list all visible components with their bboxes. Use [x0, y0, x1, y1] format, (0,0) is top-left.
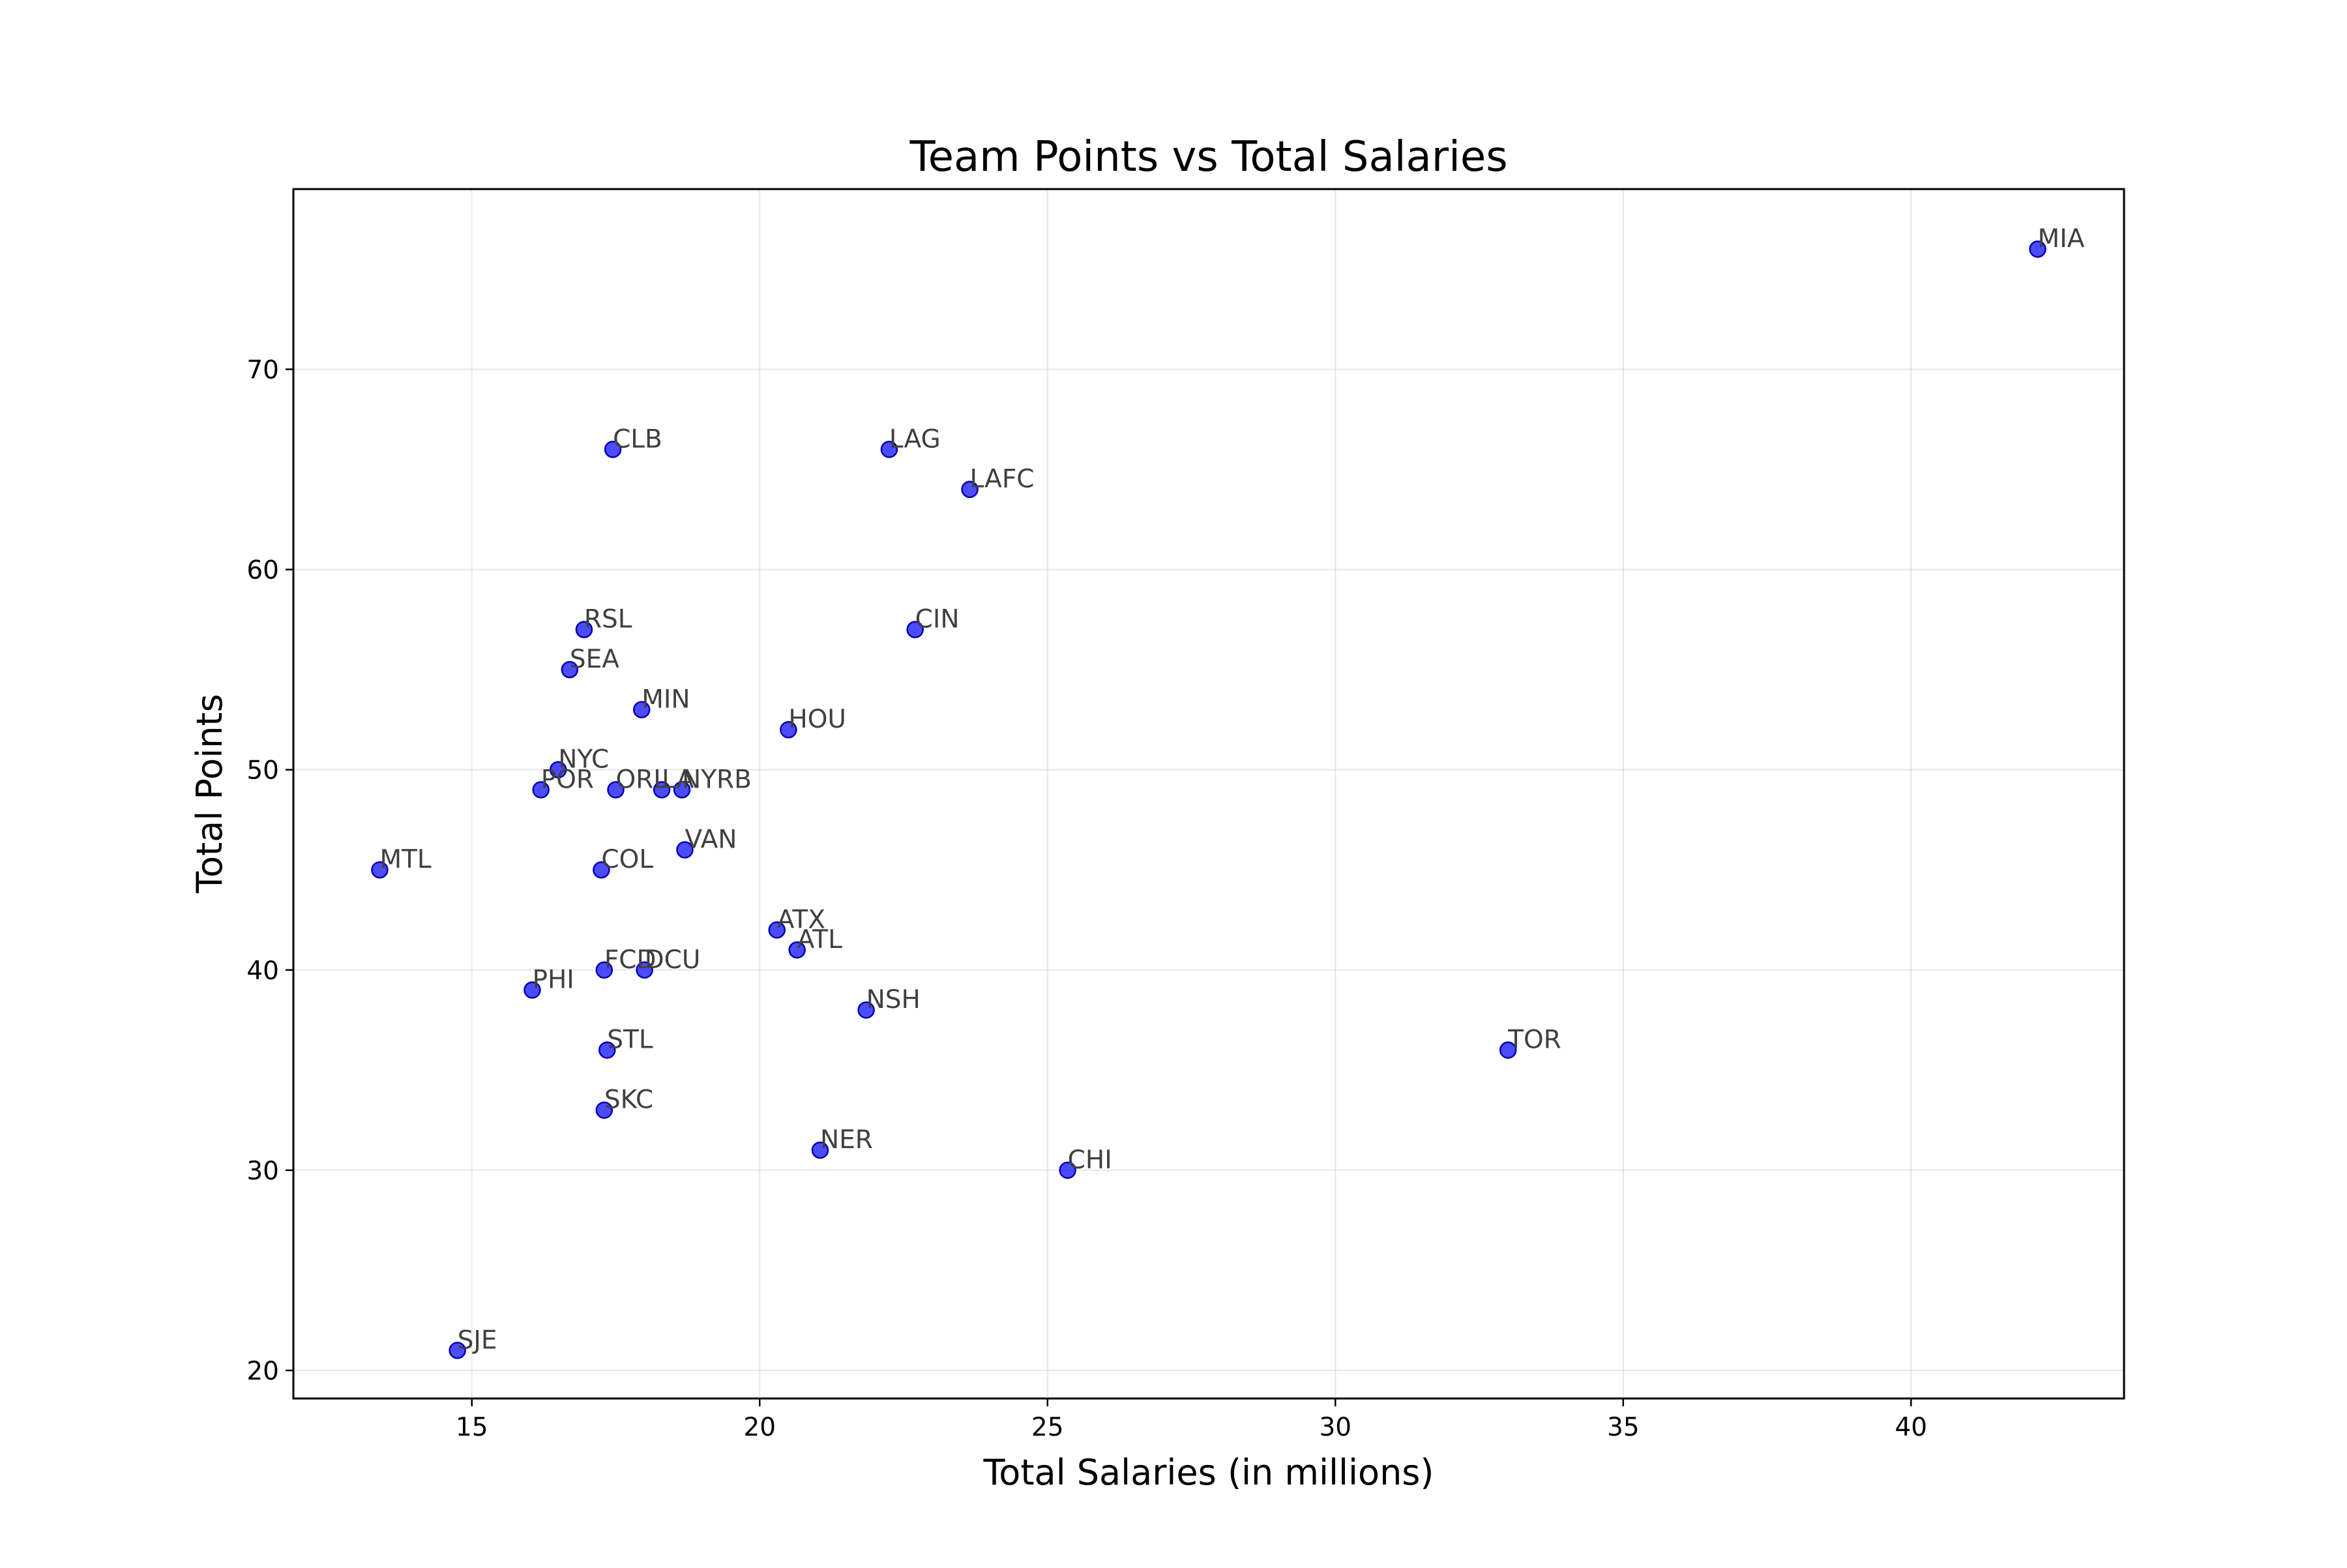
x-tick-label: 40	[1895, 1413, 1927, 1442]
point-label: SEA	[570, 645, 619, 674]
scatter-point	[788, 941, 806, 959]
point-label: HOU	[788, 705, 846, 734]
scatter-point	[653, 781, 671, 799]
point-label: LA	[662, 765, 694, 794]
y-tick-label: 60	[246, 556, 279, 585]
point-label: NYRB	[682, 765, 752, 794]
scatter-point	[449, 1342, 466, 1359]
point-label: STL	[607, 1026, 653, 1055]
scatter-point	[595, 1101, 613, 1119]
scatter-point	[575, 621, 593, 638]
scatter-point	[561, 660, 579, 679]
scatter-point	[1499, 1041, 1517, 1059]
grid-layer	[293, 189, 2124, 1398]
scatter-point	[811, 1141, 829, 1159]
point-label: DCU	[645, 945, 701, 975]
x-tick-label: 35	[1607, 1413, 1640, 1442]
x-axis-label: Total Salaries (in millions)	[982, 1452, 1434, 1493]
point-label: MTL	[379, 845, 431, 874]
point-label: TOR	[1507, 1026, 1561, 1055]
point-label: CHI	[1068, 1146, 1112, 1175]
point-label: SKC	[604, 1086, 653, 1115]
point-label: NSH	[866, 985, 921, 1014]
scatter-point	[1059, 1161, 1076, 1179]
y-tick-label: 40	[246, 956, 279, 986]
point-label: SJE	[458, 1325, 497, 1355]
point-label: FCD	[604, 945, 657, 975]
x-tick-label: 25	[1031, 1413, 1064, 1442]
x-tick-label: 30	[1319, 1413, 1351, 1442]
point-label: PHI	[532, 965, 574, 994]
point-label: MIA	[2038, 224, 2085, 254]
point-label: COL	[601, 845, 653, 874]
point-label: NYC	[558, 745, 609, 775]
scatter-point	[632, 701, 651, 718]
point-label: LAFC	[970, 465, 1035, 494]
point-label: ORL	[615, 765, 668, 794]
scatter-point	[961, 481, 979, 498]
scatter-point	[524, 981, 541, 999]
point-label: POR	[541, 765, 594, 794]
scatter-point	[906, 621, 924, 638]
point-label: NER	[820, 1125, 873, 1155]
scatter-point	[673, 781, 691, 799]
scatter-point	[593, 861, 610, 879]
ticks-layer: 15 20 25 30 35 40 20 30 40 50 60 70	[246, 355, 1927, 1442]
x-tick-label: 20	[743, 1413, 776, 1442]
scatter-point	[532, 781, 550, 799]
scatter-point	[636, 961, 653, 979]
scatter-point	[595, 961, 613, 979]
y-tick-label: 20	[246, 1357, 279, 1386]
x-tick-label: 15	[456, 1413, 488, 1442]
scatter-point	[2029, 240, 2046, 258]
scatter-point	[780, 720, 797, 739]
scatter-point	[857, 1001, 875, 1019]
y-axis-label: Total Points	[189, 694, 230, 894]
point-label: CIN	[915, 605, 960, 634]
scatter-point	[607, 781, 625, 799]
points-layer	[371, 240, 2046, 1359]
plot-frame	[292, 188, 2125, 1400]
scatter-point	[598, 1041, 616, 1059]
chart-title: Team Points vs Total Salaries	[909, 133, 1507, 181]
point-label: LAG	[889, 424, 941, 454]
y-tick-label: 70	[246, 355, 279, 385]
point-label: RSL	[584, 605, 632, 634]
scatter-point	[880, 441, 898, 458]
scatter-point	[549, 761, 567, 778]
scatter-point	[676, 841, 694, 859]
point-label: ATL	[797, 925, 842, 954]
scatter-point	[371, 861, 389, 879]
point-label: ATX	[777, 905, 825, 934]
y-tick-label: 30	[246, 1157, 279, 1186]
point-label: CLB	[613, 424, 662, 454]
scatter-point	[768, 921, 786, 939]
point-label: MIN	[642, 685, 690, 715]
y-tick-label: 50	[246, 756, 279, 786]
point-label: VAN	[685, 825, 737, 854]
scatter-point	[604, 441, 622, 458]
